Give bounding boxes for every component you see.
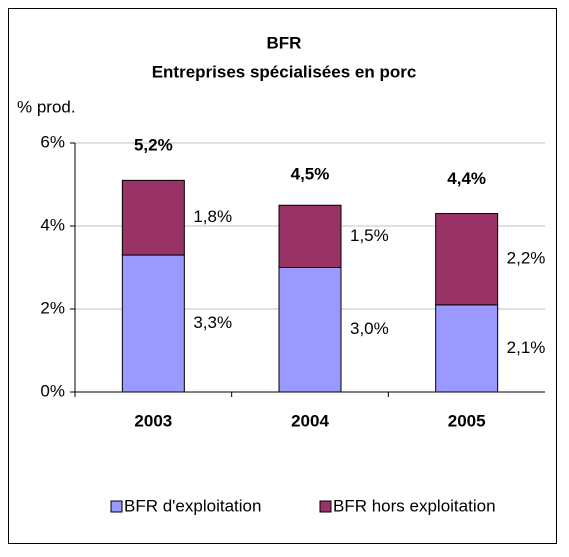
bar-segment bbox=[278, 267, 342, 393]
total-label: 4,4% bbox=[447, 169, 486, 188]
x-tick-label: 2003 bbox=[134, 411, 172, 430]
data-label: 3,3% bbox=[193, 313, 232, 332]
data-label: 1,8% bbox=[193, 207, 232, 226]
total-label: 4,5% bbox=[291, 165, 330, 184]
legend-label: BFR d'exploitation bbox=[124, 496, 261, 515]
bar-segment bbox=[435, 213, 499, 306]
x-tick-label: 2004 bbox=[291, 411, 329, 430]
data-label: 3,0% bbox=[350, 319, 389, 338]
y-tick-label: 4% bbox=[40, 215, 65, 234]
chart-subtitle: Entreprises spécialisées en porc bbox=[152, 62, 417, 81]
data-label: 2,1% bbox=[507, 338, 546, 357]
y-axis-label: % prod. bbox=[17, 97, 76, 116]
chart-title: BFR bbox=[267, 33, 302, 52]
y-tick-label: 2% bbox=[40, 298, 65, 317]
y-tick-label: 6% bbox=[40, 132, 65, 151]
bar-segment bbox=[278, 204, 342, 268]
bar-segment bbox=[121, 254, 185, 393]
x-tick-label: 2005 bbox=[448, 411, 486, 430]
legend-swatch bbox=[110, 500, 123, 513]
bar-segment bbox=[121, 179, 185, 256]
data-label: 2,2% bbox=[507, 249, 546, 268]
legend-label: BFR hors exploitation bbox=[333, 496, 496, 515]
legend-swatch bbox=[319, 500, 332, 513]
y-tick-label: 0% bbox=[40, 381, 65, 400]
data-label: 1,5% bbox=[350, 226, 389, 245]
bar-segment bbox=[435, 304, 499, 393]
total-label: 5,2% bbox=[134, 136, 173, 155]
